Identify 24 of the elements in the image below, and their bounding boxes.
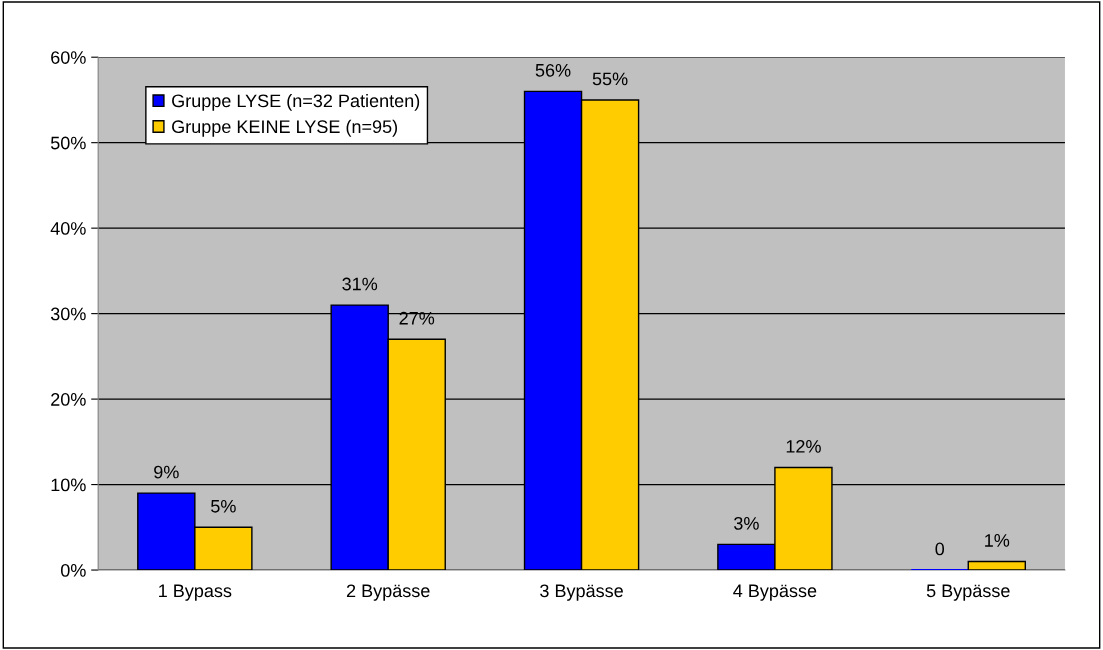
y-tick-label: 60%: [51, 51, 86, 64]
data-label: 55%: [592, 72, 628, 86]
data-label: 9%: [154, 465, 179, 479]
data-label: 3%: [734, 516, 759, 530]
x-tick-label: 4 Bypässe: [733, 584, 817, 601]
y-tick-label: 30%: [50, 307, 86, 321]
y-tick-label: 40%: [50, 222, 86, 235]
data-label: 1%: [985, 534, 1010, 547]
y-tick-label: 0%: [60, 563, 86, 577]
data-label: 5%: [211, 499, 236, 513]
data-label: 0: [935, 542, 945, 556]
x-tick-label: 3 Bypässe: [540, 584, 623, 601]
x-tick-label: 1 Bypass: [159, 584, 232, 601]
x-tick-label: 2 Bypässe: [346, 584, 430, 601]
y-tick-label: 10%: [51, 478, 86, 492]
y-tick-label: 20%: [51, 393, 86, 406]
bar: [967, 560, 1027, 571]
legend-label: Gruppe KEINE LYSE (n=95): [172, 119, 398, 137]
legend-label: Gruppe LYSE (n=32 Patienten): [172, 93, 420, 111]
data-label: 56%: [535, 63, 571, 77]
y-tick-label: 50%: [50, 136, 86, 150]
data-label: 12%: [786, 440, 821, 453]
x-tick-label: 5 Bypässe: [926, 584, 1010, 601]
data-label: 31%: [342, 277, 378, 291]
